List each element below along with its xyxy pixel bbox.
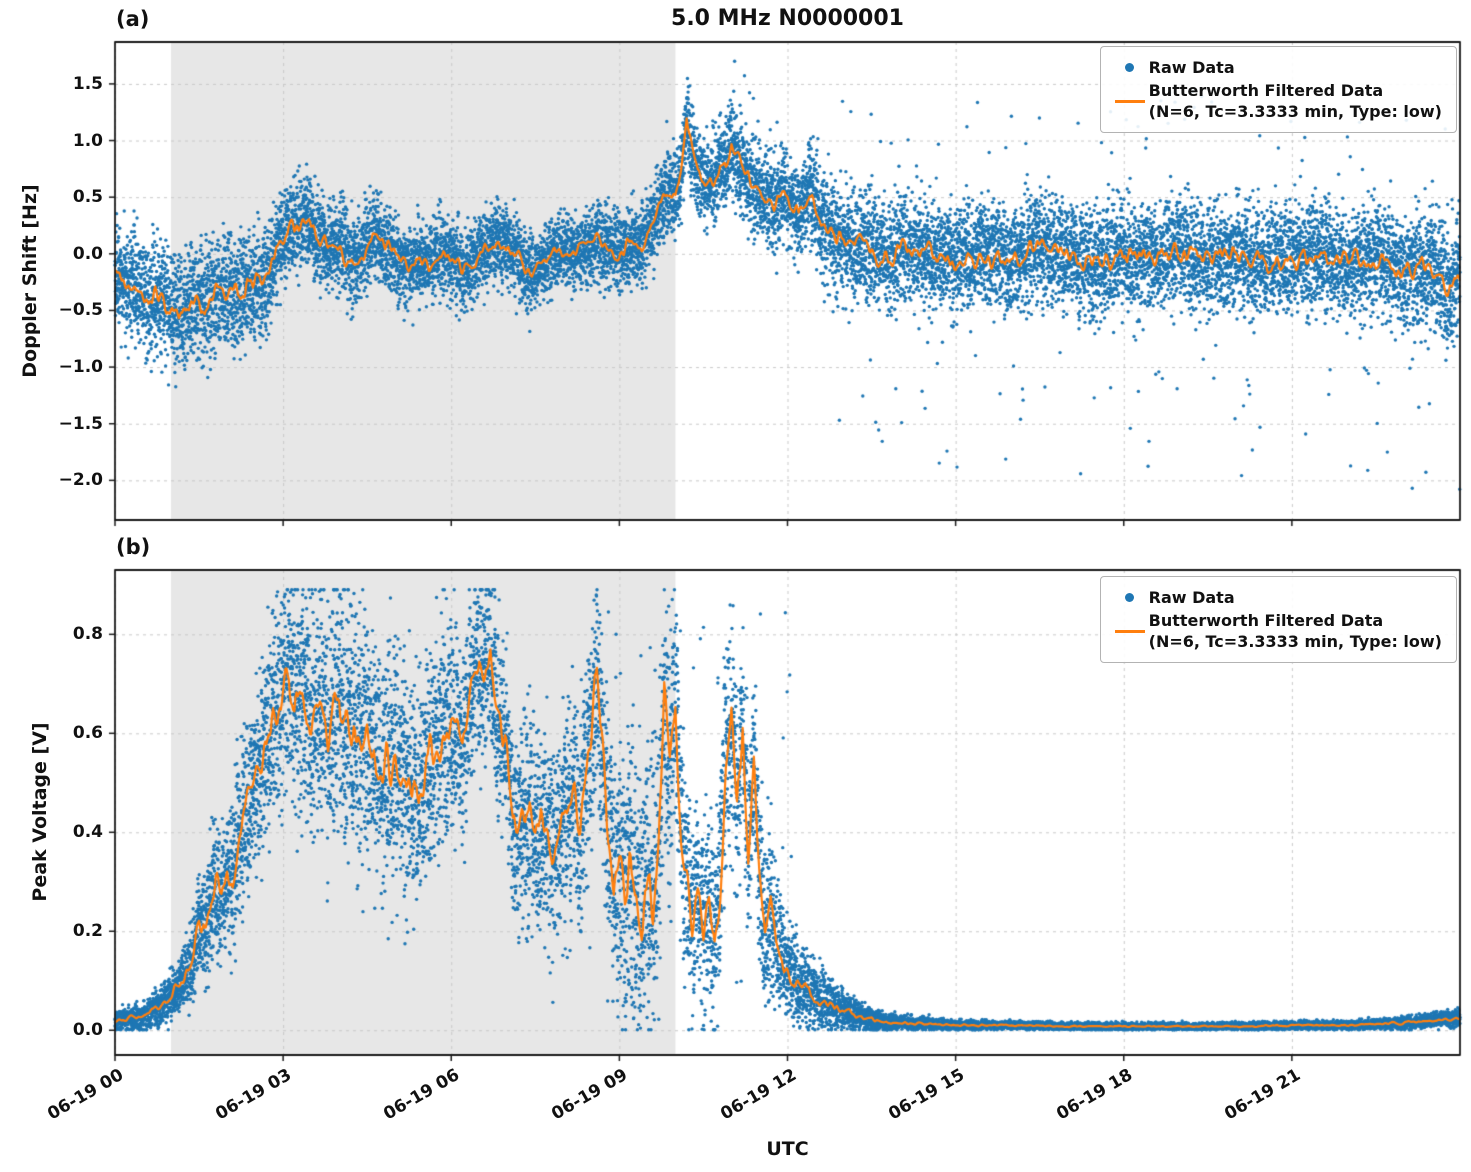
- chart-canvas: [0, 0, 1471, 1172]
- figure: 5.0 MHz N0000001 (a) (b) Doppler Shift […: [0, 0, 1471, 1172]
